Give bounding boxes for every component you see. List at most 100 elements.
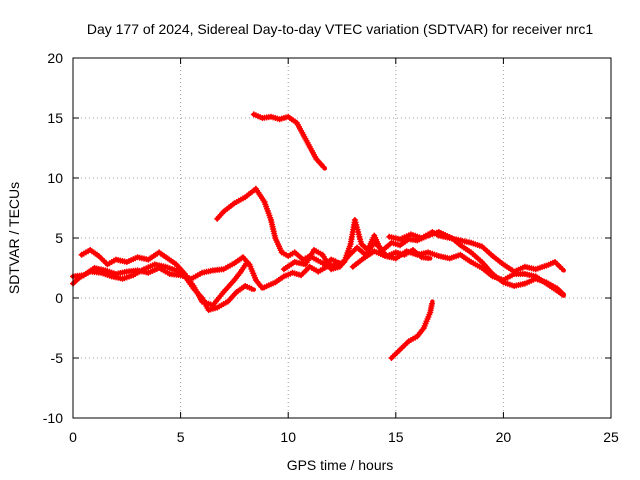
data-point — [260, 115, 265, 121]
data-point — [346, 253, 351, 259]
data-point — [415, 334, 420, 339]
data-point — [522, 281, 528, 286]
data-point — [389, 355, 394, 361]
data-point — [210, 303, 216, 308]
data-point — [397, 237, 403, 242]
data-point — [96, 253, 102, 259]
data-point — [221, 209, 226, 214]
data-point — [225, 299, 231, 304]
data-point — [320, 252, 325, 257]
data-point — [458, 252, 463, 257]
data-point — [428, 256, 433, 261]
data-point — [447, 256, 452, 261]
data-point — [113, 257, 119, 262]
data-point — [253, 186, 259, 191]
data-point — [352, 217, 358, 223]
data-point — [393, 256, 398, 261]
data-point — [552, 259, 558, 265]
data-point — [135, 255, 140, 260]
data-point — [322, 166, 327, 171]
data-point — [468, 259, 474, 265]
data-point — [262, 285, 267, 290]
data-point — [98, 270, 104, 275]
data-point — [141, 267, 147, 272]
data-point — [292, 250, 297, 255]
data-point — [337, 264, 342, 269]
data-point — [174, 262, 179, 267]
data-point — [243, 283, 248, 289]
data-point — [561, 268, 566, 273]
x-tick-label: 10 — [280, 429, 296, 445]
data-point — [124, 259, 129, 265]
data-point — [206, 307, 211, 313]
data-point — [501, 262, 506, 267]
series-track-e — [250, 111, 327, 171]
data-point — [479, 265, 485, 271]
data-point — [210, 268, 216, 273]
data-point — [215, 305, 220, 310]
data-point — [253, 277, 259, 283]
data-point — [404, 249, 409, 254]
x-tick-label: 0 — [69, 429, 77, 445]
data-point — [415, 238, 420, 243]
data-point — [354, 245, 360, 250]
data-point — [501, 277, 506, 283]
data-point — [522, 271, 528, 277]
data-point — [533, 267, 538, 272]
data-series — [70, 111, 566, 361]
data-point — [120, 276, 125, 281]
data-point — [124, 269, 129, 274]
data-point — [303, 262, 308, 267]
data-point — [301, 257, 306, 262]
data-point — [372, 249, 377, 254]
data-point — [458, 243, 463, 248]
data-point — [393, 250, 398, 255]
data-point — [436, 233, 441, 238]
data-point — [165, 256, 170, 261]
series-track-i — [386, 229, 566, 275]
data-point — [447, 235, 452, 241]
data-point — [479, 244, 485, 249]
data-point — [290, 270, 295, 275]
data-point — [307, 144, 312, 149]
data-point — [251, 287, 256, 292]
data-point — [232, 277, 237, 283]
data-point — [77, 275, 82, 280]
data-point — [294, 120, 299, 126]
data-point — [372, 233, 377, 238]
x-axis-label: GPS time / hours — [287, 457, 394, 473]
series-track-h — [349, 248, 566, 298]
data-point — [544, 263, 549, 268]
series-track-c — [78, 247, 250, 309]
data-point — [281, 274, 287, 279]
y-tick-label: 20 — [47, 50, 63, 66]
axis-ticks: 0 5 10 15 20 25 -10 -5 0 5 10 15 20 — [43, 50, 619, 445]
data-point — [406, 237, 411, 242]
data-point — [421, 325, 426, 331]
data-point — [221, 267, 226, 272]
data-point — [458, 238, 463, 243]
data-point — [397, 347, 403, 352]
series-track-d — [214, 185, 340, 268]
data-point — [382, 253, 388, 259]
data-point — [406, 339, 411, 344]
data-point — [428, 310, 433, 315]
data-point — [286, 253, 291, 259]
data-point — [199, 270, 205, 275]
data-point — [199, 299, 205, 304]
data-point — [163, 264, 168, 269]
data-point — [251, 112, 256, 117]
data-point — [215, 216, 220, 221]
data-point — [419, 235, 424, 241]
y-tick-label: 15 — [47, 110, 63, 126]
data-point — [238, 269, 244, 274]
series-trace — [251, 112, 327, 171]
data-point — [88, 269, 93, 274]
data-point — [468, 250, 474, 255]
data-point — [389, 240, 394, 245]
data-point — [408, 232, 414, 237]
data-point — [146, 270, 151, 275]
data-point — [88, 247, 93, 253]
data-point — [307, 264, 312, 269]
chart-title: Day 177 of 2024, Sidereal Day-to-day VTE… — [87, 21, 593, 37]
